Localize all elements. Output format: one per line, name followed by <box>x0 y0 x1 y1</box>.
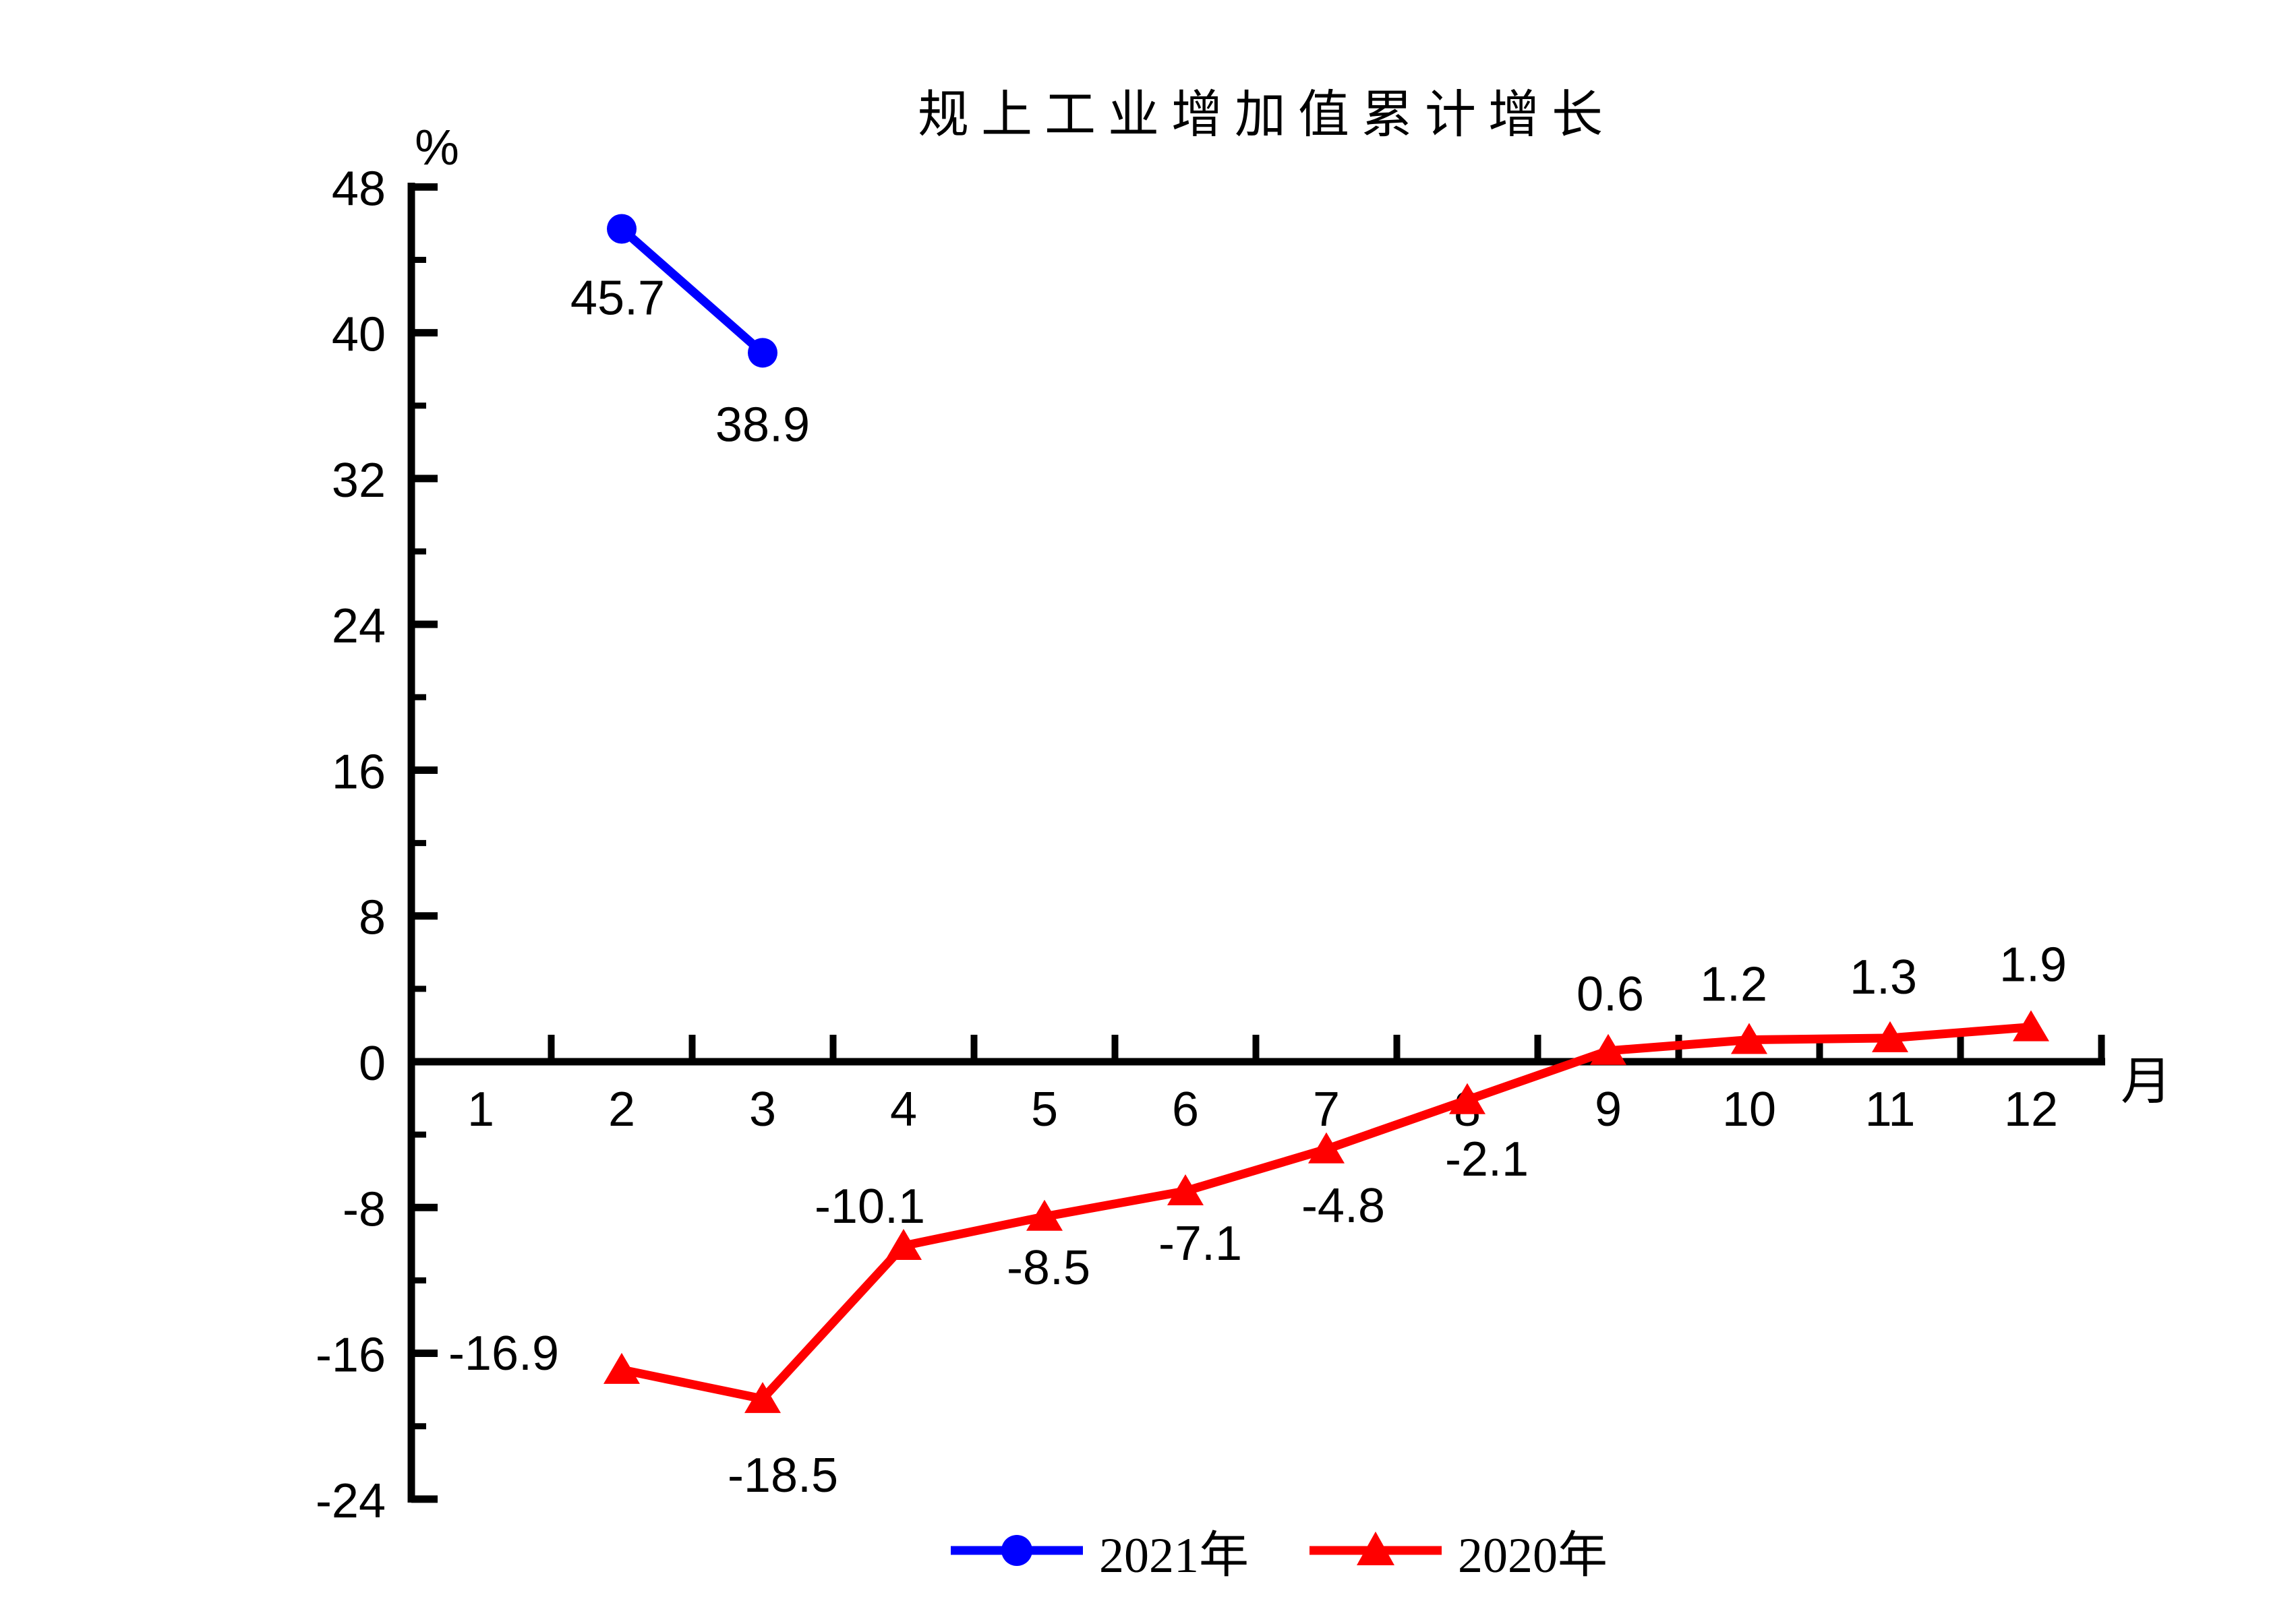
legend-triangle-2020 <box>1357 1532 1394 1565</box>
x-tick-label: 6 <box>1172 1083 1199 1137</box>
data-point-label: -2.1 <box>1445 1132 1529 1186</box>
y-tick-label: 40 <box>332 308 386 362</box>
legend-circle-marker-icon <box>951 1535 1083 1566</box>
y-tick-label: 32 <box>332 454 386 508</box>
legend-item-2021: 2021年 <box>949 1515 1249 1587</box>
data-point-triangle <box>1026 1199 1063 1231</box>
legend-triangle-marker-icon <box>1309 1532 1442 1565</box>
data-point-label: 0.6 <box>1577 967 1644 1021</box>
x-tick-label: 1 <box>467 1083 494 1137</box>
data-point-triangle <box>2013 1010 2049 1041</box>
legend-item-2020: 2020年 <box>1308 1515 1608 1587</box>
data-point-label: -10.1 <box>815 1180 925 1234</box>
data-point-label: -18.5 <box>728 1449 838 1503</box>
x-tick-label: 12 <box>2004 1083 2058 1137</box>
data-point-circle <box>748 338 777 368</box>
x-tick-label: 2 <box>608 1083 635 1137</box>
x-axis-unit-label: 月 <box>2121 1054 2172 1110</box>
y-tick-label: 0 <box>359 1037 386 1091</box>
data-point-label: 1.2 <box>1700 958 1767 1012</box>
data-point-label: -8.5 <box>1007 1241 1090 1295</box>
data-point-triangle <box>1167 1174 1204 1205</box>
data-point-triangle <box>885 1229 922 1261</box>
data-point-circle <box>607 214 637 244</box>
x-tick-label: 10 <box>1722 1083 1776 1137</box>
data-point-label: 1.3 <box>1850 950 1917 1004</box>
x-tick-label: 5 <box>1031 1083 1058 1137</box>
x-tick-label: 3 <box>749 1083 776 1137</box>
y-tick-label: 48 <box>332 162 386 216</box>
data-point-label: -4.8 <box>1301 1179 1385 1233</box>
chart-title: 规上工业增加值累计增长 <box>918 87 1615 144</box>
y-tick-label: 24 <box>332 599 386 653</box>
x-tick-label: 4 <box>890 1083 917 1137</box>
series-line-2021年 <box>618 225 766 357</box>
x-tick-label: 11 <box>1865 1083 1916 1137</box>
legend-label-2020: 2020年 <box>1458 1528 1608 1583</box>
data-point-label: 45.7 <box>570 272 665 326</box>
y-tick-label: -8 <box>343 1182 386 1236</box>
legend-label-2021: 2021年 <box>1099 1528 1249 1583</box>
legend-circle-2021 <box>1001 1535 1032 1566</box>
x-tick-label: 7 <box>1313 1083 1340 1137</box>
y-tick-label: -24 <box>316 1474 386 1528</box>
data-point-triangle <box>744 1382 781 1414</box>
data-point-label: -7.1 <box>1158 1217 1242 1271</box>
y-tick-label: -16 <box>316 1329 386 1383</box>
x-tick-label: 9 <box>1595 1083 1622 1137</box>
y-axis-unit-label: % <box>415 119 459 175</box>
data-point-triangle <box>604 1352 640 1384</box>
data-point-triangle <box>1449 1083 1485 1114</box>
data-point-label: 1.9 <box>1999 938 2067 992</box>
data-point-label: 38.9 <box>715 398 810 452</box>
y-tick-label: 8 <box>359 891 386 945</box>
data-point-triangle <box>1590 1033 1626 1065</box>
y-tick-label: 16 <box>332 745 386 799</box>
data-point-triangle <box>1731 1023 1767 1054</box>
data-point-triangle <box>1872 1021 1908 1052</box>
legend: 2021年 2020年 <box>949 1522 1608 1583</box>
data-point-label: -16.9 <box>448 1327 559 1381</box>
data-point-triangle <box>1308 1132 1345 1164</box>
